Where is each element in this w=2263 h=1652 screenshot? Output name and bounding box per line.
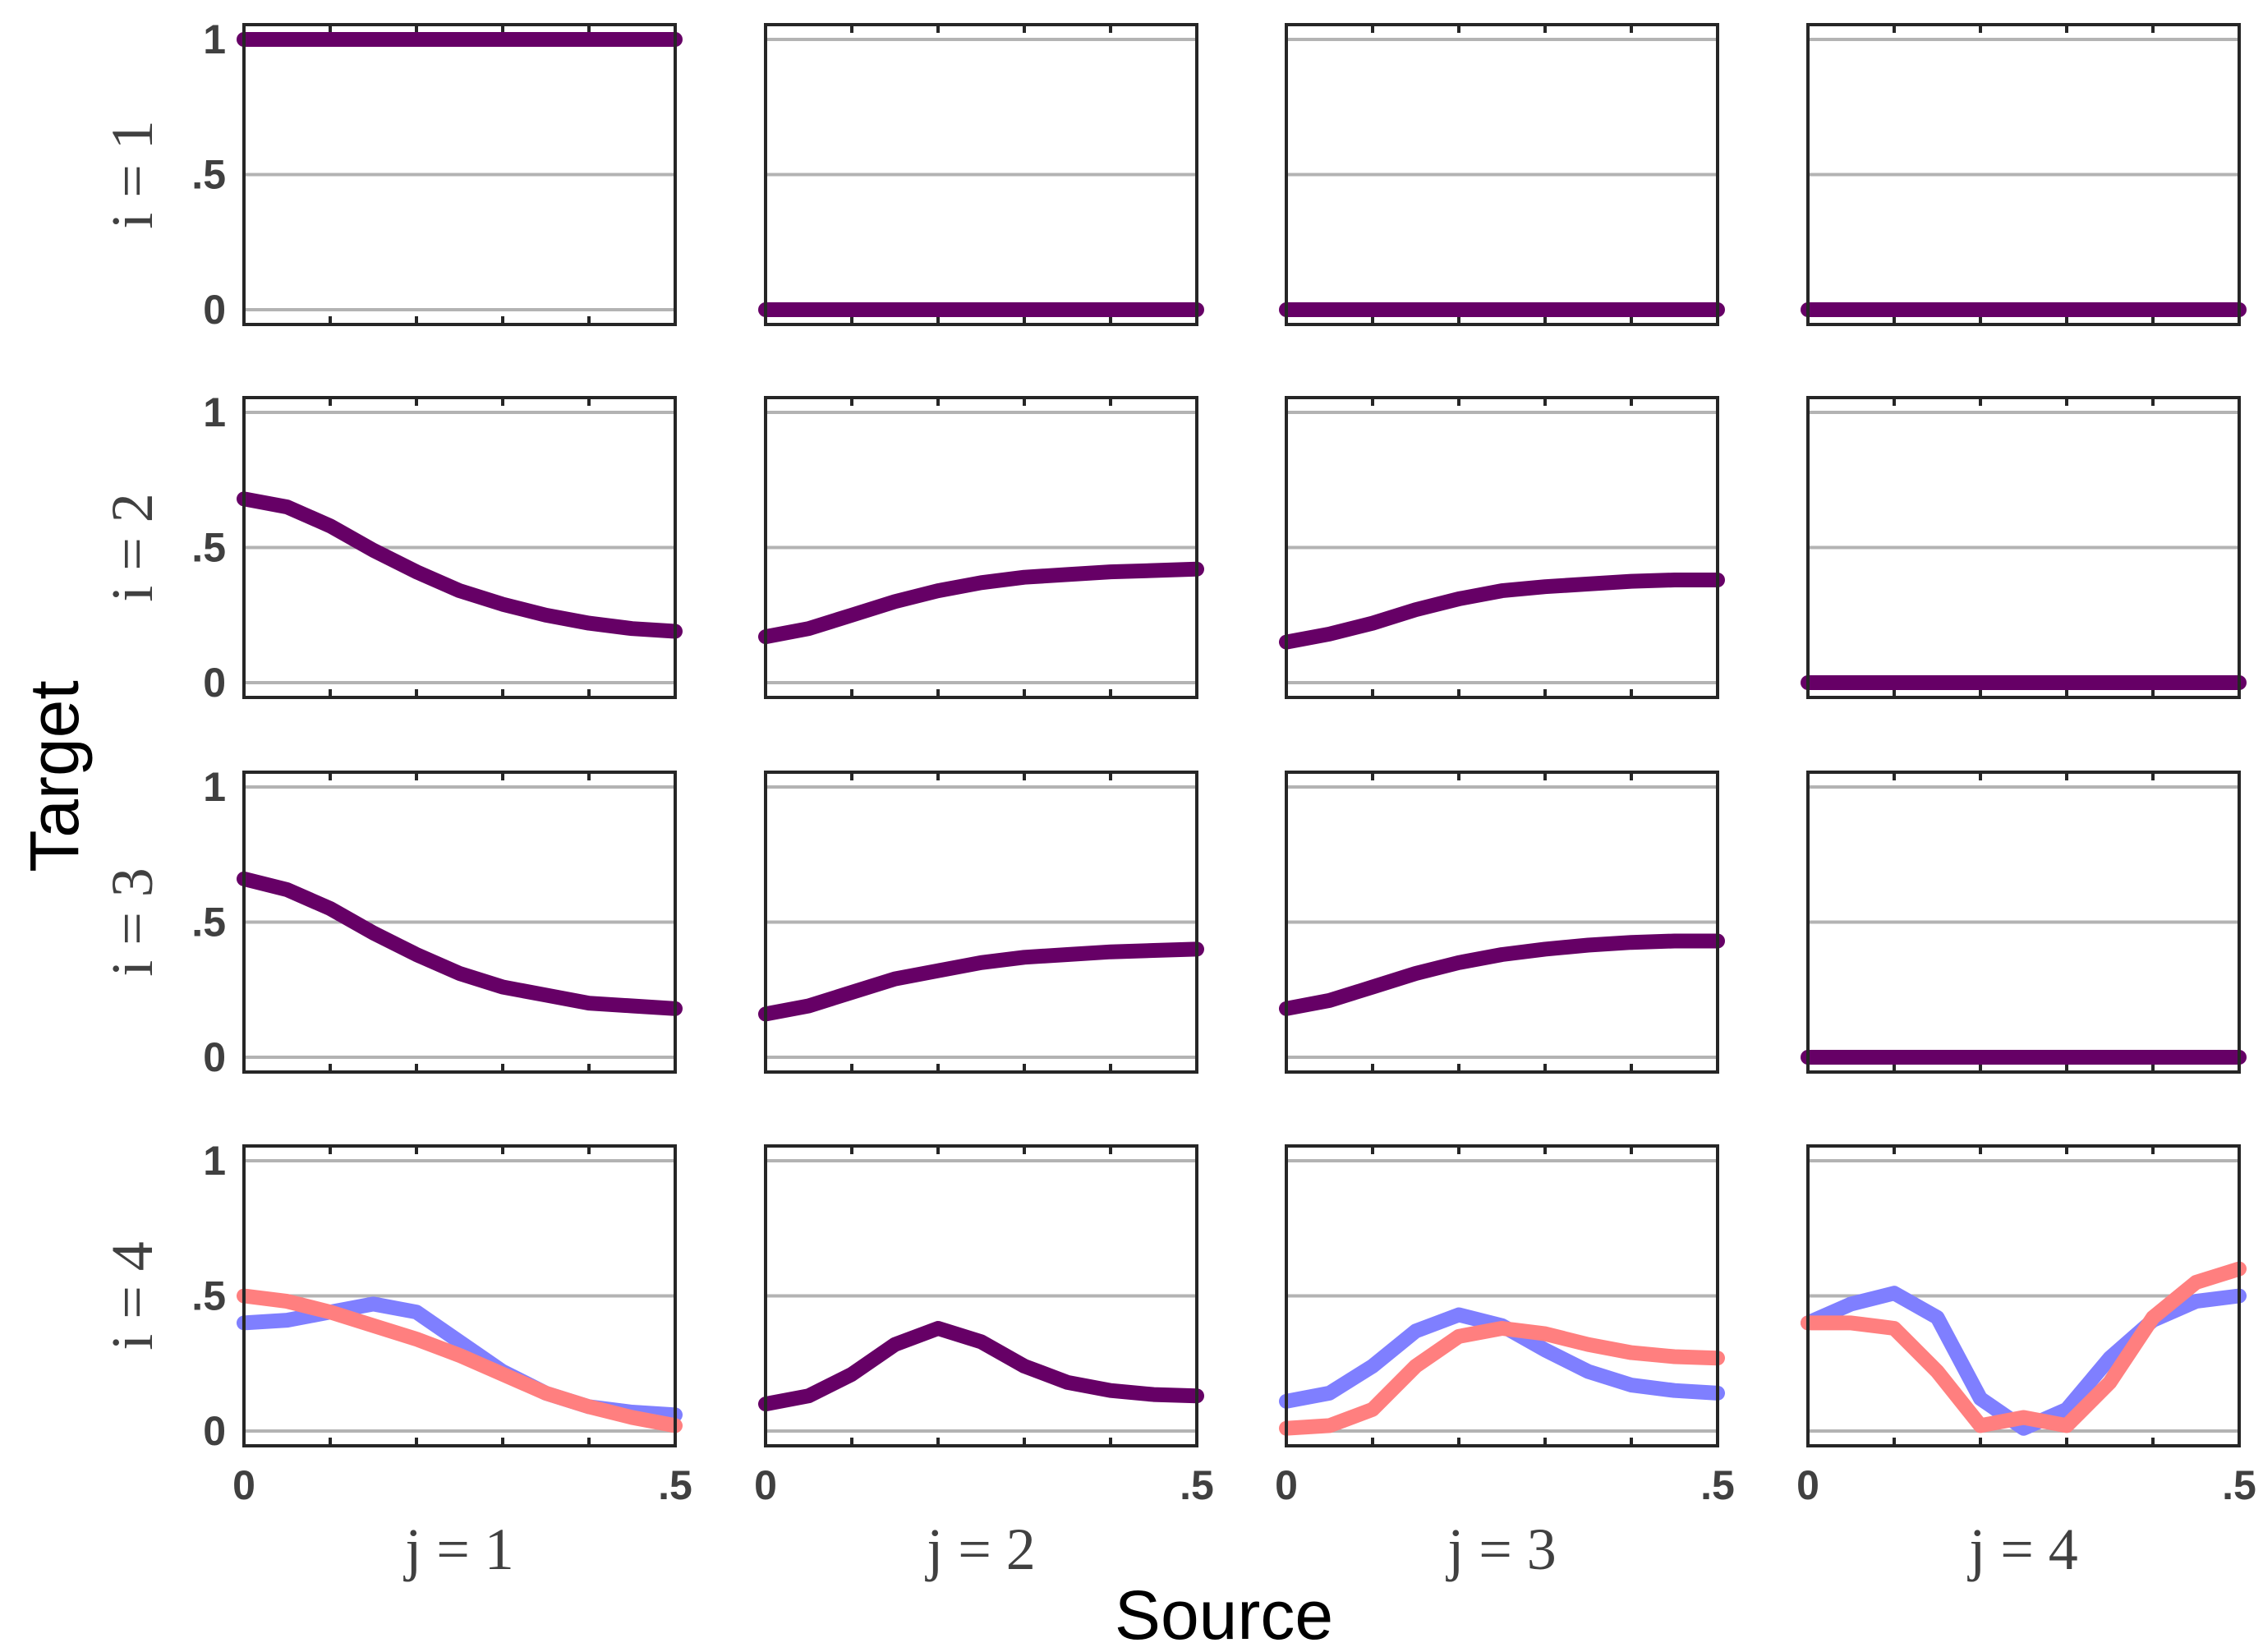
panel-frame (242, 23, 677, 326)
panel-frame (1285, 1144, 1719, 1447)
series-red-r4-c1 (237, 1288, 683, 1433)
series-combined-r3-c2 (758, 941, 1204, 1022)
row-label-1: i = 1 (99, 120, 165, 229)
x-tick-label-c1-0: 0 (232, 1462, 255, 1508)
y-tick-label-r4-2: 1 (203, 1138, 226, 1184)
y-tick-label-r1-2: 1 (203, 16, 226, 62)
panels-layer (237, 23, 2247, 1447)
panel-r3-c3 (1279, 771, 1725, 1074)
panel-r2-c4 (1801, 396, 2247, 699)
panel-r1-c4 (1801, 23, 2247, 326)
series-blue-r4-c4 (1801, 1286, 2247, 1436)
series-combined-r2-c1 (237, 491, 683, 639)
col-label-3: j = 3 (1445, 1516, 1557, 1582)
series-combined-r2-c2 (758, 561, 1204, 645)
panel-frame (1806, 396, 2241, 699)
y-tick-label-r3-2: 1 (203, 764, 226, 810)
col-label-4: j = 4 (1966, 1516, 2078, 1582)
panel-r3-c4 (1801, 771, 2247, 1074)
y-axis-title: Target (16, 680, 93, 872)
panel-r4-c4 (1801, 1144, 2247, 1447)
y-tick-label-r1-0: 0 (203, 287, 226, 333)
panel-r4-c3 (1279, 1144, 1725, 1447)
panel-r4-c1 (237, 1144, 683, 1447)
y-tick-label-r4-1: .5 (191, 1273, 226, 1319)
series-combined-r3-c1 (237, 871, 683, 1016)
y-tick-label-r2-2: 1 (203, 389, 226, 435)
panel-frame (242, 396, 677, 699)
panel-r2-c1 (237, 396, 683, 699)
x-axis-title: Source (1115, 1576, 1333, 1652)
row-label-4: i = 4 (99, 1241, 165, 1351)
x-tick-label-c3-0: 0 (1275, 1462, 1298, 1508)
panel-frame (1806, 1144, 2241, 1447)
panel-r3-c1 (237, 771, 683, 1074)
x-tick-label-c1-1: .5 (658, 1462, 692, 1508)
panel-frame (764, 396, 1198, 699)
panel-frame (1285, 23, 1719, 326)
col-label-2: j = 2 (924, 1516, 1036, 1582)
panel-frame (242, 771, 677, 1074)
col-label-1: j = 1 (402, 1516, 514, 1582)
panel-frame (1285, 771, 1719, 1074)
x-tick-label-c4-1: .5 (2222, 1462, 2256, 1508)
x-tick-label-c4-0: 0 (1796, 1462, 1819, 1508)
x-tick-label-c2-0: 0 (754, 1462, 777, 1508)
y-tick-label-r4-0: 0 (203, 1408, 226, 1454)
labels-layer: Source Target 0 .5 1 0 .5 1 0 .5 1 0 .5 1 0 .5 0 .5 0 .5 0… (16, 16, 2256, 1652)
panel-frame (1806, 771, 2241, 1074)
panel-r1-c2 (758, 23, 1204, 326)
series-combined-r2-c3 (1279, 573, 1725, 650)
panel-frame (764, 23, 1198, 326)
y-tick-label-r3-1: .5 (191, 900, 226, 946)
row-label-3: i = 3 (99, 867, 165, 977)
row-label-2: i = 2 (99, 493, 165, 602)
y-tick-label-r1-1: .5 (191, 152, 226, 198)
series-combined-r4-c2 (758, 1321, 1204, 1412)
series-red-r4-c4 (1801, 1261, 2247, 1433)
y-tick-label-r3-0: 0 (203, 1034, 226, 1080)
panel-frame (764, 771, 1198, 1074)
panel-r3-c2 (758, 771, 1204, 1074)
series-red-r4-c3 (1279, 1321, 1725, 1436)
y-tick-label-r2-0: 0 (203, 660, 226, 706)
panel-frame (1806, 23, 2241, 326)
panel-r2-c3 (1279, 396, 1725, 699)
x-tick-label-c3-1: .5 (1700, 1462, 1735, 1508)
panel-r2-c2 (758, 396, 1204, 699)
panel-r1-c3 (1279, 23, 1725, 326)
y-tick-label-r2-1: .5 (191, 525, 226, 571)
panel-r4-c2 (758, 1144, 1204, 1447)
panel-frame (242, 1144, 677, 1447)
x-tick-label-c2-1: .5 (1180, 1462, 1214, 1508)
series-combined-r3-c3 (1279, 933, 1725, 1016)
panel-frame (764, 1144, 1198, 1447)
panel-frame (1285, 396, 1719, 699)
panel-r1-c1 (237, 23, 683, 326)
